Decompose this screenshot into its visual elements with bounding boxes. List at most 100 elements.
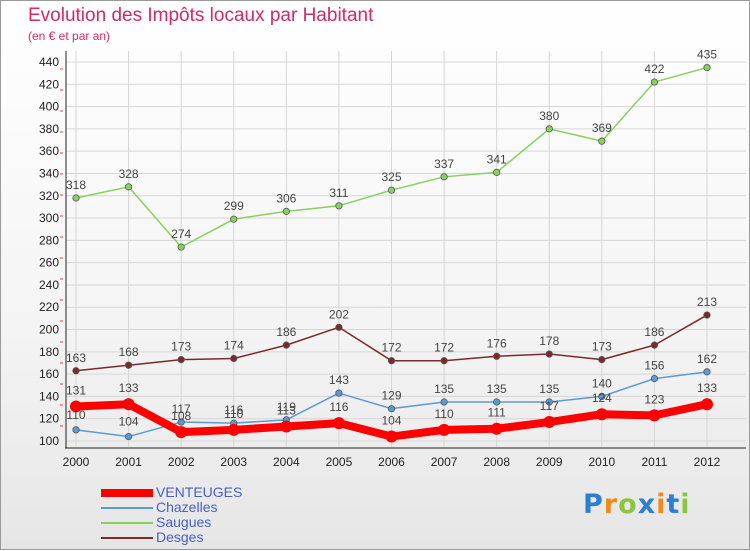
data-point-saugues (230, 215, 238, 223)
data-point-chazelles (387, 405, 396, 413)
y-tick-label: 260 (39, 256, 59, 270)
data-label-desges: 178 (539, 334, 559, 348)
data-label-saugues: 274 (171, 227, 191, 241)
data-label-saugues: 422 (644, 62, 664, 76)
data-labels: 318 328 274 299 306 311 325 337 341 380 369 422 435 1… (66, 48, 717, 429)
data-point-venteuges (648, 409, 661, 422)
data-point-saugues (598, 137, 606, 145)
data-label-chazelles: 140 (592, 376, 612, 390)
data-label-desges: 173 (171, 340, 191, 354)
logo-letter: o (618, 489, 638, 520)
x-tick-label: 2010 (588, 455, 615, 469)
x-tick-label: 2008 (483, 455, 510, 469)
x-tick-label: 2009 (536, 455, 563, 469)
data-point-venteuges (701, 398, 713, 411)
y-tick-label: 200 (39, 323, 59, 337)
data-label-chazelles: 135 (539, 382, 559, 396)
y-tick-label: 160 (39, 367, 59, 381)
data-label-chazelles: 117 (172, 402, 191, 416)
data-label-chazelles: 119 (277, 400, 296, 414)
proxiti-logo: Proxiti (583, 489, 691, 520)
x-tick-label: 2000 (63, 455, 90, 469)
data-label-venteuges: 116 (329, 400, 348, 414)
logo-letter: i (680, 489, 691, 520)
data-point-desges (282, 341, 290, 349)
data-point-venteuges (490, 422, 503, 435)
y-tick-label: 300 (39, 211, 59, 225)
data-point-saugues (177, 243, 185, 251)
legend-swatch (101, 537, 153, 539)
data-point-saugues (440, 173, 448, 181)
legend-label: Chazelles (156, 499, 218, 515)
data-label-venteuges: 133 (697, 381, 717, 395)
legend-swatch (101, 489, 153, 497)
legend-swatch (101, 507, 153, 509)
data-label-saugues: 299 (224, 199, 244, 213)
y-tick-label: 440 (39, 55, 59, 69)
data-label-desges: 163 (66, 351, 86, 365)
data-label-chazelles: 104 (119, 415, 139, 429)
y-tick-label: 280 (39, 233, 59, 247)
data-label-venteuges: 108 (171, 409, 191, 423)
legend-label: VENTEUGES (156, 484, 243, 500)
data-point-chazelles (124, 432, 133, 441)
data-point-saugues (703, 63, 711, 72)
data-label-saugues: 328 (119, 167, 139, 181)
data-label-chazelles: 143 (329, 373, 349, 387)
y-tick-label: 240 (39, 278, 59, 292)
data-label-venteuges: 110 (435, 407, 454, 421)
data-point-desges (598, 356, 606, 364)
logo-letter: P (583, 489, 604, 520)
data-label-chazelles: 135 (434, 382, 454, 396)
data-label-chazelles: 135 (487, 382, 507, 396)
x-tick-label: 2011 (642, 455, 668, 469)
data-point-chazelles (440, 398, 448, 406)
x-tick-label: 2005 (326, 455, 353, 469)
y-tick-label: 320 (39, 189, 59, 203)
data-point-saugues (650, 78, 659, 86)
y-tick-label: 100 (39, 434, 59, 448)
y-tick-label: 140 (39, 389, 59, 403)
data-label-saugues: 435 (697, 48, 717, 62)
data-label-chazelles: 116 (224, 403, 243, 417)
data-label-saugues: 318 (66, 178, 86, 192)
y-tick-label: 380 (39, 122, 59, 136)
data-point-chazelles (650, 374, 659, 383)
y-tick-label: 180 (39, 345, 59, 359)
logo-letter: x (637, 489, 657, 520)
data-label-venteuges: 123 (644, 392, 664, 406)
data-label-venteuges: 131 (66, 383, 86, 397)
y-tick-label: 340 (39, 166, 59, 180)
data-label-saugues: 306 (276, 191, 296, 205)
x-tick-label: 2012 (694, 455, 721, 469)
data-point-saugues (282, 207, 290, 215)
data-label-saugues: 337 (434, 157, 454, 171)
data-label-chazelles: 129 (381, 389, 401, 403)
data-point-venteuges (438, 423, 451, 436)
data-point-venteuges (70, 400, 82, 413)
chart-title: Evolution des Impôts locaux par Habitant (28, 5, 374, 26)
x-tick-label: 2007 (431, 455, 458, 469)
data-label-desges: 176 (487, 336, 507, 350)
data-label-venteuges: 133 (119, 381, 139, 395)
data-point-desges (230, 354, 238, 363)
data-label-saugues: 325 (381, 170, 401, 184)
axes: 100 120 140 160 180 200 220 240 260 280 300 320 340 3… (39, 51, 746, 469)
data-point-desges (545, 350, 553, 358)
data-point-desges (177, 356, 185, 364)
data-point-chazelles (72, 426, 80, 434)
legend-label: Desges (156, 529, 204, 545)
data-point-saugues (493, 168, 501, 176)
data-point-chazelles (335, 389, 343, 397)
data-label-venteuges: 124 (592, 391, 612, 405)
data-point-venteuges (543, 416, 556, 429)
data-label-desges: 172 (381, 341, 401, 355)
data-point-venteuges (280, 420, 293, 433)
data-label-venteuges: 117 (540, 399, 559, 413)
data-point-saugues (387, 186, 396, 194)
data-label-desges: 202 (329, 307, 349, 321)
logo-letter: i (656, 489, 667, 520)
data-label-venteuges: 110 (224, 407, 243, 421)
